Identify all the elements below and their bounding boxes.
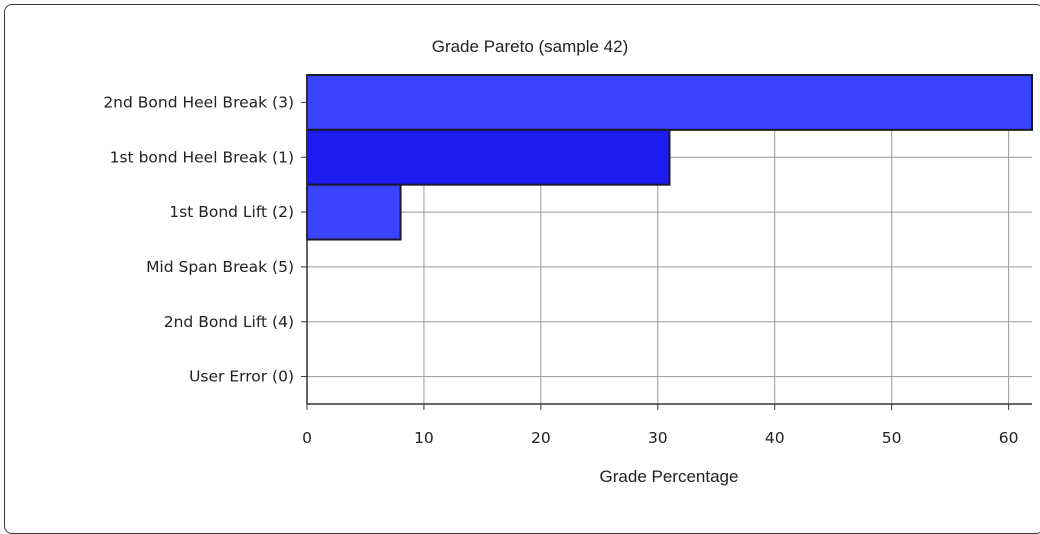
category-labels: 2nd Bond Heel Break (3) 1st bond Heel Bre… — [103, 93, 294, 385]
category-label-2: 1st Bond Lift (2) — [169, 203, 294, 221]
x-tick-label-4: 40 — [765, 429, 785, 447]
bar-2 — [306, 183, 402, 241]
chart-title: Grade Pareto (sample 42) — [432, 37, 629, 56]
x-axis-title: Grade Percentage — [600, 467, 739, 486]
category-label-1: 1st bond Heel Break (1) — [110, 148, 294, 166]
category-label-3: Mid Span Break (5) — [146, 258, 294, 276]
category-label-4: 2nd Bond Lift (4) — [164, 313, 294, 331]
x-tick-label-3: 30 — [648, 429, 668, 447]
x-tick-labels: 0 10 20 30 40 50 60 — [302, 429, 1018, 447]
x-tick-label-5: 50 — [882, 429, 902, 447]
x-tick-label-2: 20 — [531, 429, 551, 447]
bars — [306, 74, 1033, 241]
x-tick-label-0: 0 — [302, 429, 312, 447]
category-label-0: 2nd Bond Heel Break (3) — [103, 93, 294, 111]
axes — [301, 74, 1032, 410]
x-tick-label-1: 10 — [414, 429, 434, 447]
category-label-5: User Error (0) — [189, 368, 294, 386]
bar-0 — [306, 74, 1033, 131]
bar-1 — [306, 128, 671, 186]
x-tick-label-6: 60 — [999, 429, 1019, 447]
